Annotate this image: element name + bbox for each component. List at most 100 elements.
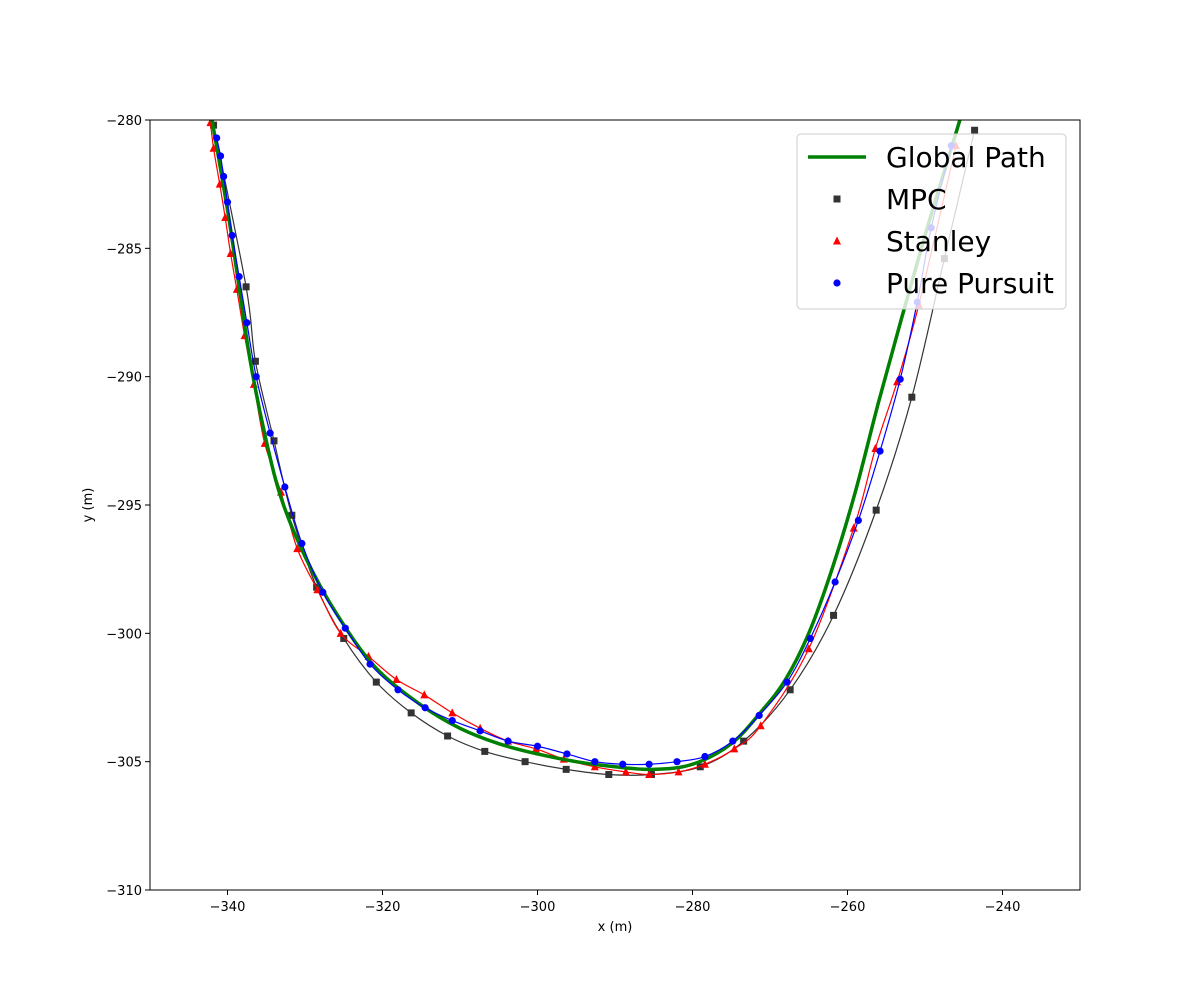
y-tick-label: −305	[106, 756, 142, 771]
pure-pursuit-point	[673, 758, 681, 766]
stanley-point	[420, 690, 429, 699]
pure-pursuit-point	[281, 483, 289, 491]
mpc-point	[372, 678, 380, 686]
legend-label: MPC	[886, 183, 947, 216]
pure-pursuit-point	[591, 758, 599, 766]
mpc-point	[340, 634, 348, 642]
legend-label: Stanley	[886, 225, 991, 258]
stanley-point	[674, 767, 683, 776]
mpc-point	[786, 686, 794, 694]
mpc-point	[481, 747, 489, 755]
legend-entry: MPC	[833, 183, 947, 216]
pure-pursuit-point	[421, 704, 429, 712]
stanley-point	[392, 675, 401, 684]
pure-pursuit-point	[701, 752, 709, 761]
legend-marker-swatch	[833, 236, 841, 245]
pure-pursuit-point	[228, 231, 236, 240]
stanley-point	[221, 213, 230, 222]
pure-pursuit-point	[366, 660, 374, 668]
pure-pursuit-point	[235, 272, 243, 281]
x-tick-label: −240	[985, 900, 1021, 915]
legend-marker-swatch	[833, 195, 841, 203]
x-tick-label: −340	[210, 900, 246, 915]
mpc-point	[971, 126, 979, 134]
mpc-point	[288, 511, 296, 519]
legend-marker-swatch	[833, 279, 841, 287]
series-layer	[206, 120, 979, 778]
mpc-point	[740, 737, 748, 745]
stanley-point	[756, 721, 765, 730]
legend: Global Path MPC Stanley Pure Pursuit	[796, 133, 1067, 310]
stanley-point	[804, 644, 813, 653]
legend-entry: Global Path	[808, 141, 1046, 174]
stanley-point	[590, 762, 599, 771]
legend-label: Global Path	[886, 141, 1046, 174]
stanley-point	[700, 759, 709, 768]
pure-pursuit-point	[476, 727, 484, 735]
y-tick-label: −290	[106, 371, 142, 386]
pure-pursuit-point	[319, 588, 327, 596]
pure-pursuit-point	[448, 717, 456, 725]
y-tick-label: −285	[106, 242, 142, 257]
x-tick-label: −320	[365, 900, 401, 915]
pure-pursuit-point	[223, 198, 232, 206]
stanley-line	[209, 121, 957, 776]
mpc-point	[696, 763, 704, 771]
series-global-path	[210, 120, 962, 772]
pure-pursuit-point	[266, 429, 274, 437]
pure-pursuit-point	[243, 319, 251, 327]
global-path-line	[210, 120, 962, 772]
y-tick-label: −295	[106, 499, 142, 514]
mpc-point	[872, 506, 880, 514]
pure-pursuit-point	[729, 737, 737, 745]
pure-pursuit-point	[220, 172, 228, 181]
pure-pursuit-point	[252, 373, 260, 381]
stanley-point	[448, 708, 457, 717]
mpc-point	[270, 437, 278, 445]
legend-entry: Stanley	[833, 225, 991, 258]
stanley-point	[226, 248, 235, 257]
stanley-point	[645, 770, 654, 778]
y-tick-label: −280	[106, 114, 142, 129]
x-axis-label: x (m)	[598, 920, 633, 935]
mpc-point	[521, 758, 529, 766]
stanley-point	[336, 628, 345, 637]
y-axis: −280 −285 −290 −295 −300 −305 −310	[106, 114, 150, 899]
pure-pursuit-point	[755, 711, 763, 720]
y-tick-label: −310	[106, 884, 142, 899]
mpc-point	[562, 765, 570, 773]
mpc-point	[251, 357, 259, 365]
pure-pursuit-point	[298, 539, 306, 548]
pure-pursuit-point	[504, 737, 512, 745]
stanley-point	[293, 544, 302, 553]
pure-pursuit-point	[341, 624, 349, 632]
mpc-point	[407, 709, 415, 717]
legend-label: Pure Pursuit	[886, 267, 1054, 300]
mpc-point	[908, 393, 916, 401]
pure-pursuit-point	[213, 134, 221, 142]
x-axis: −340 −320 −300 −280 −260 −240	[210, 890, 1021, 915]
mpc-point	[830, 611, 838, 619]
x-tick-label: −260	[830, 900, 866, 915]
stanley-point	[621, 767, 630, 776]
pure-pursuit-point	[854, 516, 862, 525]
y-tick-label: −300	[106, 627, 142, 642]
pure-pursuit-point	[563, 750, 571, 758]
pure-pursuit-point	[876, 447, 884, 455]
x-tick-label: −280	[675, 900, 711, 915]
mpc-point	[242, 283, 250, 291]
x-tick-label: −300	[520, 900, 556, 915]
pure-pursuit-point	[533, 742, 542, 750]
legend-frame	[796, 133, 1067, 310]
pure-pursuit-point	[216, 152, 225, 160]
mpc-point	[444, 732, 452, 740]
pure-pursuit-point	[645, 760, 653, 768]
pure-pursuit-point	[783, 678, 791, 686]
pure-pursuit-point	[831, 578, 839, 586]
pure-pursuit-point	[896, 375, 904, 383]
y-axis-label: y (m)	[81, 488, 96, 523]
pure-pursuit-point	[806, 634, 814, 643]
legend-entry: Pure Pursuit	[833, 267, 1054, 300]
